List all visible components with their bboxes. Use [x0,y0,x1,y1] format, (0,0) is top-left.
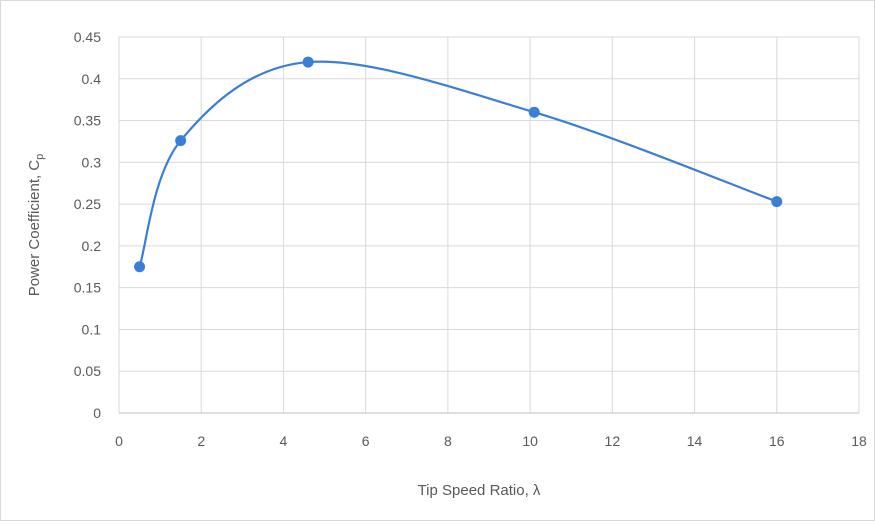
data-point [302,56,314,68]
data-point [175,135,187,147]
y-tick-label: 0.2 [82,238,102,254]
y-tick-label: 0.25 [74,196,101,212]
x-tick-label: 12 [605,433,621,449]
data-point [134,261,146,273]
grid-lines [118,36,860,413]
x-tick-label: 6 [362,433,370,449]
y-tick-label: 0.35 [74,113,101,129]
y-tick-label: 0 [93,405,101,421]
x-tick-label: 14 [687,433,703,449]
y-axis-label-subscript: p [34,154,46,160]
y-axis-label-main: Power Coefficient, C [26,160,43,297]
x-tick-labels: 0 2 4 6 8 10 12 14 16 18 [115,433,867,449]
y-tick-label: 0.45 [74,29,101,45]
y-tick-label: 0.4 [82,71,102,87]
x-tick-label: 10 [522,433,538,449]
series-line [138,60,778,268]
y-tick-label: 0.05 [74,363,101,379]
y-tick-labels: 0 0.05 0.1 0.15 0.2 0.25 0.3 0.35 0.4 0.45 [74,29,101,421]
x-tick-label: 4 [280,433,288,449]
y-axis-label: Power Coefficient, Cp [26,154,46,297]
y-tick-label: 0.15 [74,280,101,296]
x-tick-label: 8 [444,433,452,449]
x-tick-label: 2 [197,433,205,449]
y-tick-label: 0.3 [82,154,102,170]
x-axis-label: Tip Speed Ratio, λ [418,482,541,499]
data-point [528,106,540,118]
data-point [771,196,783,208]
x-tick-label: 16 [769,433,785,449]
x-tick-label: 18 [851,433,867,449]
series-layer [134,56,783,273]
x-tick-label: 0 [115,433,123,449]
y-tick-label: 0.1 [82,321,102,337]
